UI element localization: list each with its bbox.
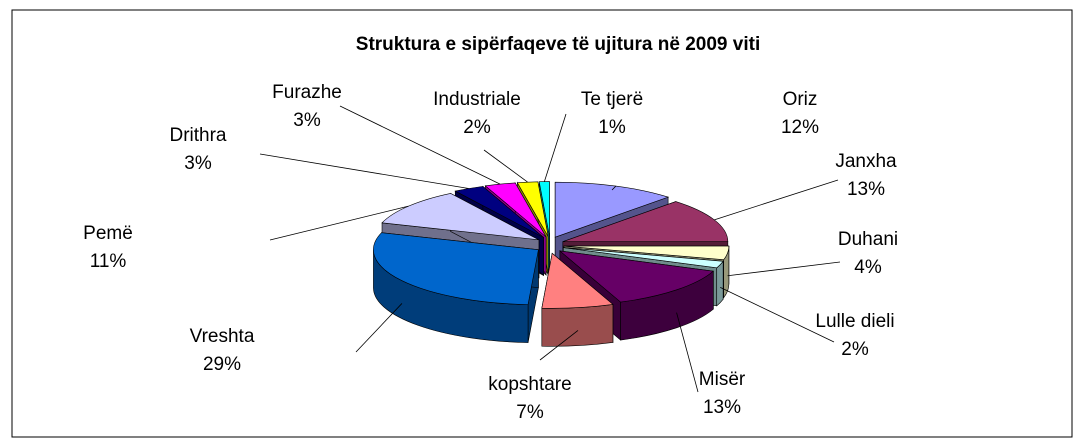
slice-value-label: 3% — [293, 110, 321, 131]
leader-line — [720, 287, 835, 343]
slice — [541, 252, 614, 309]
slice-label: Oriz — [783, 89, 818, 110]
slice-value-label: 7% — [516, 402, 544, 423]
slice-value-label: 3% — [184, 153, 212, 174]
slice-value-label: 4% — [854, 257, 882, 278]
slice-value-label: 13% — [847, 179, 885, 200]
pie-tops — [373, 181, 730, 309]
slice — [484, 182, 547, 238]
slice-label: Duhani — [838, 229, 898, 250]
slice-value-label: 11% — [90, 251, 127, 272]
labels: Oriz 12% Janxha 13% Duhani 4% Lulle dieli 2% Mis… — [83, 82, 898, 423]
slice-wall — [541, 304, 614, 347]
slice — [538, 181, 550, 237]
leader-line — [543, 113, 567, 182]
leader-line — [355, 303, 403, 353]
slice-value-label: 2% — [463, 117, 491, 138]
slice-value-label: 12% — [781, 117, 819, 138]
slice-label: Drithra — [169, 125, 226, 146]
slice-label: Industriale — [433, 89, 521, 110]
leader-line — [259, 153, 469, 189]
slice — [558, 250, 715, 303]
leader-line — [676, 312, 699, 393]
leader-line — [339, 105, 501, 185]
slice — [563, 245, 730, 261]
slice-label: Pemë — [83, 223, 133, 244]
slice — [454, 186, 544, 238]
slice-label: Misër — [699, 369, 746, 390]
slice-value-label: 29% — [203, 354, 241, 375]
slice — [563, 247, 724, 269]
slice-value-label: 13% — [703, 397, 741, 418]
leader-line — [727, 261, 841, 277]
chart-title: Struktura e sipërfaqeve të ujitura në 20… — [356, 34, 760, 55]
leader-line — [269, 205, 409, 241]
slice — [381, 193, 540, 241]
slice-wall — [716, 260, 724, 307]
leader-line — [714, 179, 839, 221]
slice — [562, 201, 729, 242]
slice-label: Te tjerë — [581, 89, 643, 110]
leader-line — [483, 149, 528, 183]
slice — [373, 232, 539, 305]
slice-label: Vreshta — [190, 326, 255, 347]
slice-label: Furazhe — [272, 82, 342, 103]
slice-label: Janxha — [835, 151, 897, 172]
slice-label: kopshtare — [488, 374, 571, 395]
slice-value-label: 1% — [598, 117, 626, 138]
leader-line — [611, 185, 617, 191]
slice-value-label: 2% — [841, 339, 869, 360]
leader-line — [539, 330, 579, 361]
slice-label: Lulle dieli — [815, 311, 894, 332]
